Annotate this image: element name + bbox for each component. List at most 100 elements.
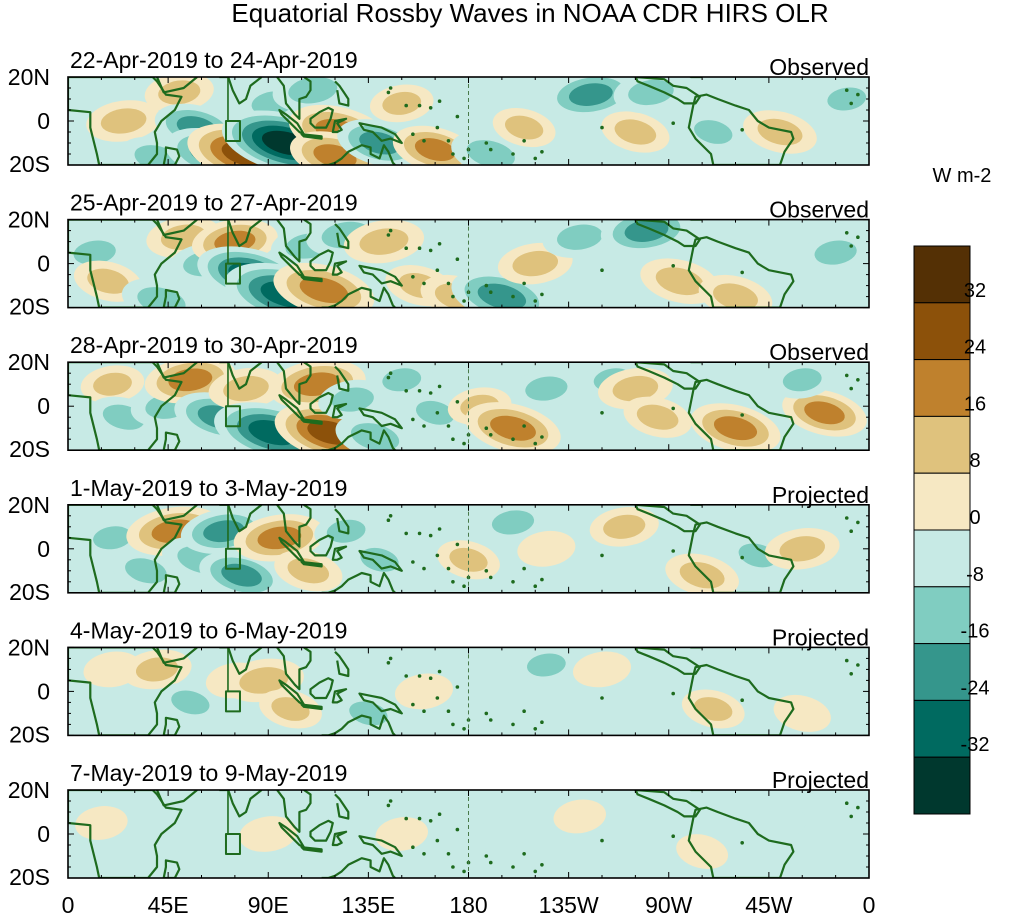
anomaly-blob [239, 667, 289, 694]
island-dot [462, 441, 466, 446]
colorbar-bin [913, 415, 971, 474]
y-tick-label: 20N [8, 634, 50, 660]
anomaly-blob [694, 120, 733, 144]
coast-line [321, 571, 396, 593]
tick-marks [67, 504, 870, 594]
y-tick-label: 20S [9, 864, 50, 890]
island-dot [600, 553, 604, 558]
island-dot [540, 720, 544, 724]
anomaly-blob [491, 510, 535, 535]
land-outline [68, 219, 183, 308]
coastlines [68, 647, 860, 736]
panel-status: Projected [772, 767, 869, 793]
y-tick-label: 20S [9, 294, 50, 320]
island-dot [740, 841, 744, 845]
island-dot [522, 139, 526, 143]
colorbar: 32 24 16 8 0 -8 -16 -24 -32 [913, 245, 989, 815]
coast-line [276, 77, 312, 120]
island-dot [435, 553, 440, 558]
island-dot [462, 299, 466, 303]
land-outline [331, 688, 348, 704]
coast-line [321, 714, 396, 736]
island-dot [484, 426, 489, 431]
region-box [224, 833, 241, 855]
region-box [224, 120, 241, 142]
land-outline [331, 830, 348, 847]
anomaly-blob [603, 514, 646, 539]
island-dot [404, 816, 409, 821]
anomaly-blob [359, 131, 400, 155]
land-outline [358, 692, 403, 715]
x-tick-label: 45E [148, 892, 189, 918]
coast-line [219, 77, 263, 105]
panel-2: 25-Apr-2019 to 27-Apr-2019 Observed 20N 0 20… [8, 190, 870, 320]
island-dot [856, 92, 860, 97]
anomaly-blob [73, 240, 116, 265]
island-dot [428, 391, 433, 395]
panel-status: Observed [769, 339, 869, 365]
island-dot [740, 698, 744, 702]
panel-status: Observed [769, 197, 869, 223]
island-dot [417, 531, 422, 536]
x-tick-label: 90E [248, 892, 289, 918]
island-dot [386, 90, 391, 95]
anomaly-blob [100, 108, 147, 134]
island-dot [422, 709, 426, 713]
island-dot [428, 106, 433, 110]
island-dot [856, 378, 860, 382]
island-dot [740, 128, 744, 132]
coast-line [276, 362, 312, 406]
island-dot [462, 727, 466, 731]
anomaly-blob [628, 79, 674, 106]
land-outline [309, 391, 334, 414]
land-outline [358, 835, 403, 858]
island-dot [522, 281, 526, 286]
land-outline [162, 431, 181, 451]
colorbar-label: 32 [964, 280, 986, 302]
coastlines [68, 790, 860, 878]
coast-line [334, 80, 350, 107]
island-dot [388, 228, 393, 233]
island-dot [856, 235, 860, 239]
y-tick-label: 20N [8, 349, 50, 375]
land-outline [358, 549, 403, 572]
panel-date-label: 7-May-2019 to 9-May-2019 [70, 760, 347, 786]
land-outline [162, 574, 181, 593]
y-tick-label: 0 [37, 251, 50, 277]
anomaly-blob [679, 561, 725, 589]
island-dot [533, 299, 538, 303]
island-dot [484, 141, 489, 145]
island-dot [446, 709, 451, 713]
anomaly-blob [572, 651, 632, 688]
land-outline [300, 133, 323, 140]
island-dot [455, 542, 460, 547]
island-dot [435, 125, 440, 130]
anomaly-blob [137, 287, 186, 308]
land-outline [278, 251, 305, 278]
anomaly-blob [382, 91, 422, 115]
island-dot [411, 845, 415, 849]
island-dot [422, 566, 426, 571]
y-tick-label: 0 [37, 108, 50, 134]
x-tick-label: 135W [539, 892, 599, 918]
island-dot [856, 520, 860, 525]
colorbar-bin [913, 643, 971, 701]
y-tick-label: 0 [37, 536, 50, 562]
heat-layer [75, 799, 807, 870]
island-dot [437, 527, 442, 531]
island-dot [488, 290, 493, 295]
land-outline [300, 560, 323, 568]
island-dot [671, 549, 675, 553]
colorbar-bin [913, 302, 971, 361]
anomaly-blob [553, 799, 606, 834]
island-dot [455, 257, 460, 262]
island-dot [388, 799, 393, 803]
anomaly-blob [556, 224, 603, 250]
island-dot [422, 852, 426, 856]
colorbar-bin [913, 586, 971, 645]
y-tick-label: 20N [8, 64, 50, 90]
coast-line [155, 77, 198, 94]
island-dot [540, 292, 544, 297]
land-outline [358, 122, 403, 145]
island-dot [411, 417, 415, 422]
